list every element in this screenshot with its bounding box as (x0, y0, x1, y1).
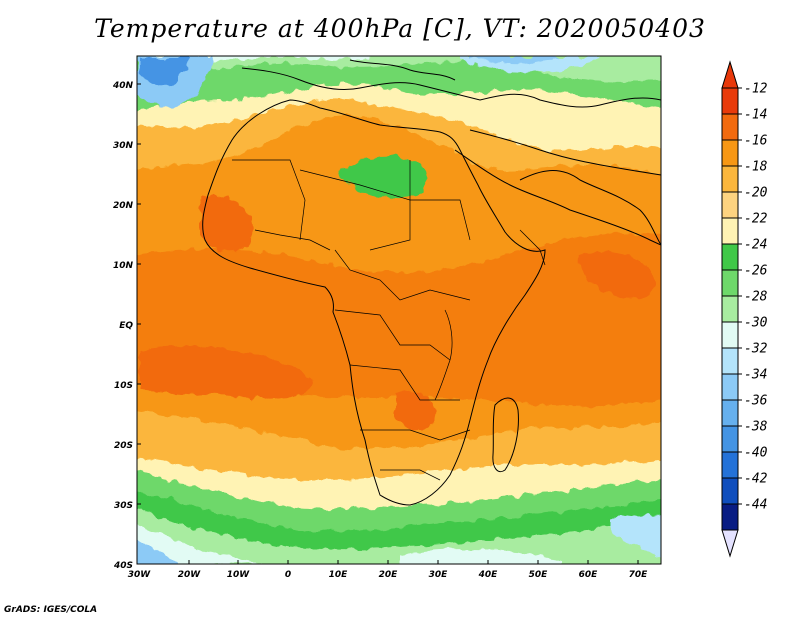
colorbar-label: -20 (744, 186, 768, 201)
lon-label-40e: 40E (478, 570, 499, 580)
colorbar-box (721, 165, 739, 193)
colorbar-label: -28 (744, 290, 768, 305)
colorbar-label: -22 (744, 212, 768, 227)
colorbar-box (721, 139, 739, 167)
country-borders (232, 159, 546, 481)
colorbar-box (721, 347, 739, 375)
lat-label-20n: 20N (113, 201, 134, 211)
colorbar-label: -32 (744, 342, 768, 357)
lon-label-10w: 10W (227, 570, 251, 580)
colorbar-box (721, 243, 739, 271)
colorbar-label: -34 (744, 368, 767, 383)
lon-label-60e: 60E (579, 570, 599, 580)
lon-label-30w: 30W (128, 570, 152, 580)
colorbar-label: -14 (744, 108, 767, 123)
colorbar-label: -26 (744, 264, 768, 279)
colorbar-box (721, 321, 739, 349)
lon-label-20e: 20E (379, 570, 399, 580)
colorbar-label: -12 (744, 82, 768, 97)
colorbar-label: -24 (744, 238, 767, 253)
colorbar-boxes (721, 87, 739, 531)
axis-ticks (137, 83, 639, 564)
colorbar: -12 -14 -16 -18 -20 -22 -24 -26 -28 -30 -32 -34 -36 -… (721, 60, 768, 558)
colorbar-label: -30 (744, 316, 768, 331)
map-frame (136, 55, 662, 565)
colorbar-label: -16 (744, 134, 768, 149)
colorbar-box (721, 503, 739, 531)
lon-label-20w: 20W (178, 570, 202, 580)
lon-label-70e: 70E (629, 570, 649, 580)
longitude-labels: 30W 20W 10W 0 10E 20E 30E 40E 50E 60E 70… (128, 570, 648, 580)
lon-label-10e: 10E (329, 570, 349, 580)
colorbar-label: -36 (744, 394, 768, 409)
colorbar-box (721, 477, 739, 505)
lat-label-10s: 10S (114, 381, 133, 391)
colorbar-box (721, 451, 739, 479)
colorbar-box (721, 269, 739, 297)
lon-label-0: 0 (285, 570, 291, 580)
coastlines (202, 59, 661, 506)
colorbar-top-arrow (721, 60, 739, 89)
lon-label-30e: 30E (429, 570, 449, 580)
colorbar-bottom-arrow (721, 529, 739, 558)
lat-label-40s: 40S (113, 561, 133, 571)
credit-text: GrADS: IGES/COLA (4, 605, 98, 615)
lat-label-20s: 20S (114, 441, 133, 451)
colorbar-box (721, 87, 739, 115)
lat-label-10n: 10N (113, 261, 134, 271)
map-title: Temperature at 400hPa [C], VT: 202005040… (94, 14, 706, 43)
colorbar-box (721, 373, 739, 401)
colorbar-label: -38 (744, 420, 768, 435)
colorbar-box (721, 425, 739, 453)
colorbar-label: -42 (744, 472, 768, 487)
temperature-field (137, 56, 661, 564)
latitude-labels: 40N 30N 20N 10N EQ 10S 20S 30S 40S (112, 81, 134, 571)
colorbar-box (721, 113, 739, 141)
lat-label-40n: 40N (112, 81, 134, 91)
lat-label-30s: 30S (114, 501, 133, 511)
colorbar-labels: -12 -14 -16 -18 -20 -22 -24 -26 -28 -30 -32 -34 -36 -… (738, 82, 768, 513)
colorbar-box (721, 217, 739, 245)
colorbar-box (721, 295, 739, 323)
colorbar-label: -40 (744, 446, 768, 461)
colorbar-label: -18 (744, 160, 768, 175)
lon-label-50e: 50E (529, 570, 549, 580)
lat-label-30n: 30N (113, 141, 134, 151)
lat-label-eq: EQ (119, 321, 133, 331)
colorbar-box (721, 399, 739, 427)
colorbar-box (721, 191, 739, 219)
colorbar-label: -44 (744, 498, 767, 513)
